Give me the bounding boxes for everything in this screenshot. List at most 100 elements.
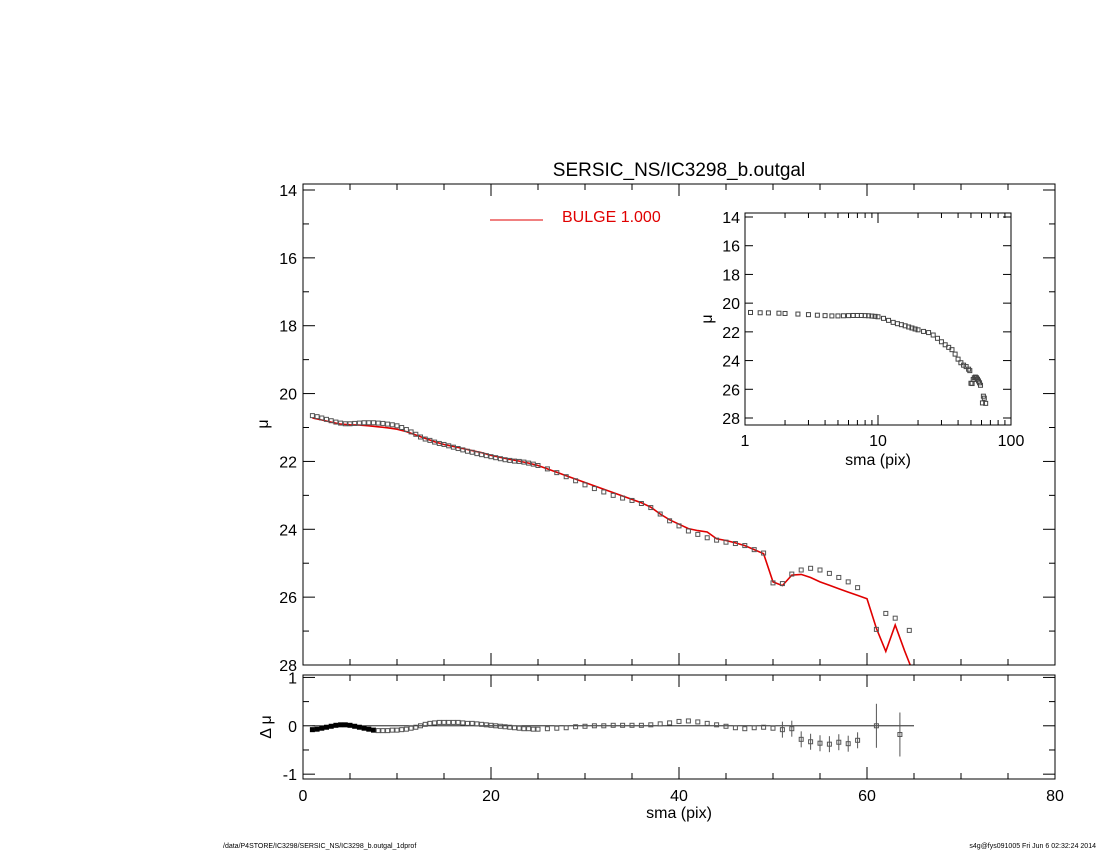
inset-data-point: [845, 313, 851, 319]
residual-point: [761, 724, 767, 730]
x-tick-label: 40: [670, 788, 688, 805]
inset-y-tick-label: 16: [722, 239, 740, 256]
inset-y-tick-label: 26: [722, 382, 740, 399]
residual-point: [380, 728, 386, 734]
data-point: [333, 419, 339, 425]
residual-point: [356, 724, 362, 730]
residual-point: [798, 736, 804, 742]
residual-point: [808, 739, 814, 745]
data-point: [798, 567, 804, 573]
data-point: [591, 486, 597, 492]
residual-point: [394, 727, 400, 733]
inset-data-point: [869, 313, 875, 319]
data-point: [714, 537, 720, 543]
inset-data-point: [776, 310, 782, 316]
x-tick-label: 80: [1046, 788, 1064, 805]
data-point: [601, 489, 607, 495]
residual-point: [526, 726, 532, 732]
residual-point: [770, 725, 776, 731]
inset-data-point: [981, 395, 987, 401]
data-point: [479, 452, 485, 458]
data-point: [526, 460, 532, 466]
residual-point: [488, 722, 494, 728]
residual-y-tick-label: 1: [288, 670, 297, 687]
residual-point: [629, 722, 635, 728]
data-point: [808, 565, 814, 571]
legend-label: BULGE 1.000: [562, 209, 661, 226]
data-point: [535, 463, 541, 468]
inset-y-ticks: 14 16 18 20 22 24 26 28: [722, 210, 1011, 428]
inset-x-tick-label: 1: [741, 433, 750, 450]
data-point: [667, 518, 673, 524]
data-point: [338, 420, 344, 426]
inset-data-point: [835, 313, 841, 319]
data-point: [493, 455, 499, 461]
residual-point: [676, 718, 682, 724]
residual-point: [714, 722, 720, 728]
inset-data-point: [805, 312, 811, 318]
residual-point: [413, 724, 419, 730]
data-point: [906, 627, 912, 633]
residual-point: [314, 726, 320, 732]
inset-data-point: [967, 368, 973, 374]
inset-data-point: [979, 400, 985, 406]
residual-point: [432, 720, 438, 726]
data-point: [460, 447, 466, 453]
data-point: [427, 437, 433, 443]
residual-point: [418, 723, 423, 729]
residual-y-ticks: 1 0 -1: [283, 670, 1055, 784]
residual-point: [502, 724, 508, 730]
y-tick-label: 24: [279, 522, 297, 539]
inset-data-point: [930, 332, 936, 338]
data-point: [732, 541, 738, 547]
inset-data-point: [909, 325, 915, 331]
inset-x-tick-label: 100: [998, 433, 1025, 450]
residual-point: [657, 721, 663, 727]
residual-point: [563, 725, 569, 731]
data-point: [488, 454, 494, 460]
x-tick-label: 0: [299, 788, 308, 805]
data-point: [779, 581, 785, 587]
residual-point: [427, 720, 433, 726]
residual-point: [375, 728, 381, 734]
inset-y-tick-label: 20: [722, 296, 740, 313]
data-point: [638, 501, 644, 506]
data-point: [352, 420, 358, 426]
inset-y-tick-label: 28: [722, 411, 740, 428]
data-point: [695, 531, 701, 537]
inset-panel: 14 16 18 20 22 24 26 28 1 10 100 μ sma (pix): [699, 210, 1024, 469]
inset-data-point: [921, 328, 927, 334]
residual-point: [789, 726, 795, 732]
model-series: [312, 417, 911, 666]
residual-point: [751, 725, 757, 731]
residual-point: [328, 723, 334, 729]
inset-data-point: [912, 326, 918, 332]
residual-point: [779, 727, 785, 733]
data-point: [723, 539, 729, 545]
inset-data-point: [765, 310, 771, 316]
inset-data-point: [915, 327, 921, 333]
data-point: [742, 543, 748, 549]
data-point: [309, 413, 315, 419]
residual-point: [479, 721, 485, 727]
data-point: [361, 420, 367, 426]
residual-point: [446, 719, 452, 725]
residual-point: [333, 722, 339, 728]
data-point: [836, 574, 842, 580]
data-point: [432, 439, 438, 445]
y-tick-label: 28: [279, 658, 297, 675]
data-point: [469, 449, 475, 455]
residual-point: [742, 726, 748, 732]
residual-point: [324, 724, 329, 730]
residual-point: [516, 725, 522, 731]
data-point: [676, 523, 682, 529]
inset-data-point: [829, 313, 835, 319]
data-point: [399, 425, 405, 430]
residual-point: [507, 724, 513, 730]
residual-y-tick-label: -1: [283, 767, 297, 784]
data-point: [366, 420, 372, 426]
residual-x-axis-label: sma (pix): [646, 805, 712, 822]
inset-data-point: [782, 310, 788, 316]
inset-y-tick-label: 22: [722, 325, 740, 342]
